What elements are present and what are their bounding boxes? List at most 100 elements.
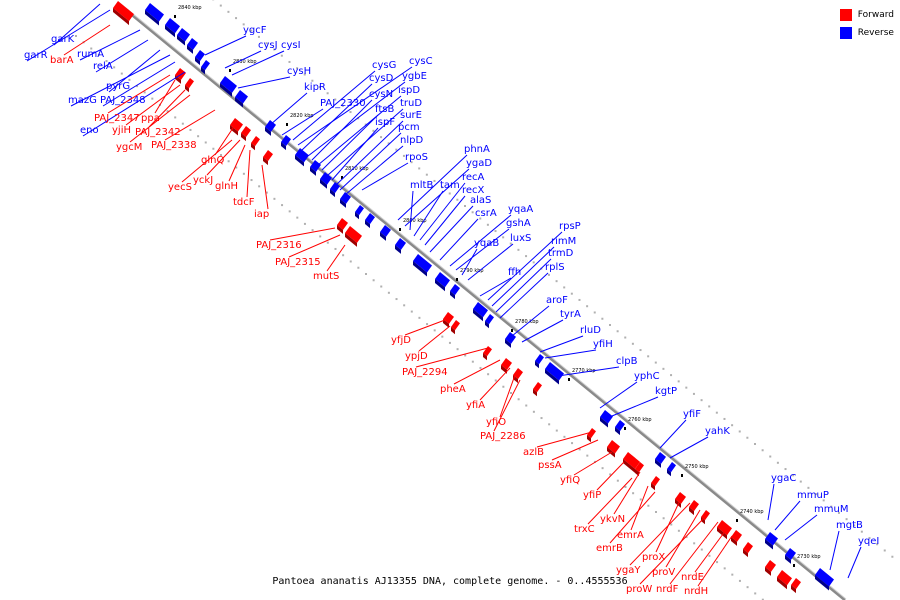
gene-label-rpsp: rpsP — [559, 221, 581, 232]
scale-dot — [647, 504, 650, 507]
scale-dot — [296, 67, 299, 70]
leader-ygbe — [307, 81, 406, 157]
gene-label-arof: aroF — [546, 295, 568, 306]
scale-dot — [494, 230, 497, 233]
scale-dot — [677, 380, 680, 383]
gene-label-emra: emrA — [617, 530, 644, 541]
leader-cysn — [311, 99, 373, 161]
gene-label-tyra: tyrA — [560, 309, 581, 320]
scale-dot — [326, 241, 329, 244]
scale-dot — [868, 536, 871, 539]
scale-dot — [639, 349, 642, 352]
gene-label-reca: recA — [462, 172, 485, 183]
leader-tyra — [521, 319, 564, 343]
leader-ykvn — [613, 471, 641, 515]
leader-iap — [261, 164, 269, 210]
scale-dot — [525, 404, 528, 407]
scale-dot — [288, 210, 291, 213]
kbp-tick-mark — [341, 176, 343, 179]
scale-dot — [342, 254, 345, 257]
scale-dot — [303, 222, 306, 225]
scale-dot — [662, 517, 665, 520]
scale-dot — [815, 493, 818, 496]
reverse-gene-block — [395, 238, 406, 254]
leader-rpsp — [487, 231, 563, 301]
gene-label-ispd: ispD — [398, 85, 420, 96]
leader-ispf — [331, 127, 379, 181]
scale-dot — [273, 197, 276, 200]
gene-label-ispf: ispF — [375, 117, 395, 128]
scale-dot — [311, 229, 314, 232]
scale-dot — [853, 524, 856, 527]
scale-dot — [296, 216, 299, 219]
gene-label-cysg: cysG — [372, 60, 396, 71]
gene-label-pcm: pcm — [398, 122, 420, 133]
gene-label-pssa: pssA — [538, 460, 562, 471]
scale-dot — [670, 374, 673, 377]
scale-dot — [807, 486, 810, 489]
kbp-tick-mark — [286, 123, 288, 126]
gene-label-yqei: yqeI — [858, 536, 879, 547]
forward-gene-block — [765, 560, 776, 576]
scale-dot — [189, 128, 192, 131]
scale-dot — [647, 355, 650, 358]
gene-label-luxs: luxS — [510, 233, 531, 244]
forward-gene-block — [185, 78, 194, 93]
forward-gene-block — [251, 136, 260, 151]
leader-gark — [53, 3, 101, 46]
leader-yfjd — [404, 319, 446, 336]
scale-dot — [90, 47, 93, 50]
scale-dot — [319, 86, 321, 88]
forward-gene-block — [345, 226, 362, 247]
leader-yqab — [461, 248, 478, 276]
leader-yqei — [847, 546, 862, 579]
leader-ruma — [79, 29, 141, 61]
scale-dot — [792, 474, 795, 477]
leader-yjih — [125, 84, 181, 126]
scale-dot — [486, 223, 489, 226]
reverse-gene-block — [340, 192, 351, 208]
reverse-gene-block — [413, 254, 432, 277]
leader-tdcf — [246, 149, 251, 198]
kbp-tick-label: 2800 kbp — [403, 218, 427, 224]
leader-rlud — [539, 335, 584, 353]
forward-gene-block — [717, 520, 732, 540]
gene-label-yfio: yfiO — [486, 417, 506, 428]
kbp-tick-mark — [174, 15, 176, 18]
forward-gene-block — [451, 320, 460, 335]
scale-dot — [151, 97, 154, 100]
scale-dot — [563, 435, 566, 438]
scale-dot — [250, 29, 253, 32]
gene-label-yckj: yckJ — [193, 175, 213, 186]
gene-label-glnq: glnQ — [201, 155, 224, 166]
gene-label-trmd: trmD — [548, 248, 574, 259]
scale-dot — [876, 543, 879, 546]
reverse-gene-block — [145, 3, 164, 26]
scale-dot — [319, 235, 322, 238]
scale-dot — [281, 204, 284, 207]
leader-prov — [665, 509, 701, 568]
gene-label-mmum: mmuM — [814, 504, 848, 515]
forward-gene-block — [230, 118, 243, 136]
forward-gene-block — [731, 530, 742, 546]
reverse-gene-block — [473, 302, 488, 322]
scale-dot — [700, 548, 703, 551]
scale-dot — [624, 336, 627, 339]
leader-luxs — [467, 243, 514, 281]
scale-dot — [204, 141, 207, 144]
scale-dot — [754, 443, 756, 445]
scale-dot — [426, 323, 429, 326]
gene-label-mltb: mltB — [410, 180, 433, 191]
kbp-tick-mark — [624, 427, 626, 430]
gene-label-recx: recX — [462, 185, 485, 196]
forward-gene-block — [791, 578, 801, 594]
scale-dot — [265, 42, 268, 45]
leader-ypjd — [418, 325, 451, 352]
kbp-tick-mark — [456, 278, 458, 281]
scale-dot — [341, 104, 344, 107]
reverse-gene-block — [330, 182, 340, 198]
gene-label-ygbe: ygbE — [402, 71, 427, 82]
reverse-gene-block — [485, 314, 494, 329]
leader-mgtb — [829, 530, 840, 571]
